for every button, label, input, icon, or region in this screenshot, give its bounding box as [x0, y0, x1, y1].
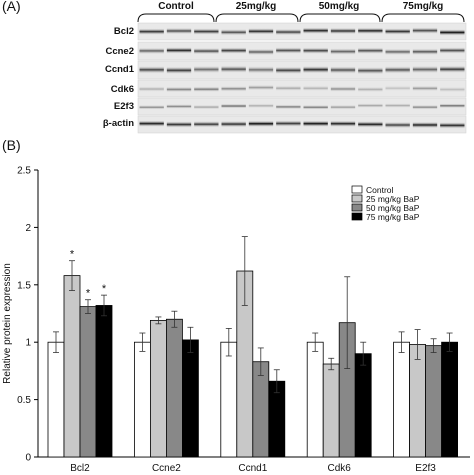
- blot-row-label-e2f3: E2f3: [113, 101, 134, 112]
- group-label-control: Control: [158, 1, 194, 12]
- legend-swatch: [351, 194, 363, 203]
- y-tick-label: 2.5: [17, 166, 31, 177]
- significance-star: *: [102, 283, 107, 295]
- blot-row-label-bcl2: Bcl2: [113, 26, 134, 37]
- bar: [306, 341, 324, 458]
- x-tick-label: E2f3: [415, 463, 436, 474]
- y-tick-label: 0.5: [17, 395, 31, 406]
- legend-swatch: [351, 185, 363, 194]
- legend-label: 50 mg/kg BaP: [366, 203, 420, 213]
- blot-row-label-ccnd1: Ccnd1: [104, 64, 134, 75]
- bar: [425, 345, 443, 458]
- legend-label: 25 mg/kg BaP: [366, 194, 420, 204]
- group-label-75: 75mg/kg: [402, 1, 444, 12]
- bar: [181, 339, 199, 458]
- bar: [165, 318, 183, 458]
- group-label-25: 25mg/kg: [235, 1, 277, 12]
- legend-swatch: [351, 203, 363, 212]
- bar: [252, 361, 270, 458]
- significance-star: *: [86, 288, 91, 300]
- x-tick-label: Cdk6: [328, 463, 352, 474]
- legend-label: Control: [366, 185, 394, 195]
- bar: [47, 341, 65, 458]
- bar: [79, 306, 97, 458]
- bar: [220, 341, 238, 458]
- y-tick-label: 1: [25, 338, 31, 349]
- blot-row-label-actin: β-actin: [102, 118, 134, 129]
- y-tick-label: 1.5: [17, 280, 31, 291]
- western-blot-panel: (A) Control 25mg/kg 50mg/kg 75mg/kg Bcl2…: [0, 0, 474, 140]
- bar: [322, 363, 340, 458]
- bar: [393, 341, 411, 458]
- x-tick-label: Ccne2: [152, 463, 181, 474]
- y-tick-label: 2: [25, 223, 31, 234]
- blot-row-label-cdk6: Cdk6: [110, 84, 134, 95]
- panel-b-label: (B): [2, 137, 21, 153]
- bar: [354, 353, 372, 458]
- bar: [441, 341, 459, 458]
- bar: [63, 275, 81, 458]
- y-tick-label: 0: [25, 453, 31, 464]
- legend-label: 75 mg/kg BaP: [366, 212, 420, 222]
- x-tick-label: Ccnd1: [238, 463, 267, 474]
- bar: [133, 341, 151, 458]
- group-braces: [137, 13, 465, 23]
- blot-row-label-ccne2: Ccne2: [105, 46, 134, 57]
- blot-image: [137, 22, 467, 134]
- panel-a-label: (A): [2, 0, 21, 14]
- y-axis-label: Relative protein expression: [2, 263, 13, 384]
- legend-swatch: [351, 212, 363, 221]
- bar: [95, 305, 113, 458]
- group-label-50: 50mg/kg: [318, 1, 360, 12]
- bar: [409, 344, 427, 458]
- significance-star: *: [70, 249, 75, 261]
- x-tick-label: Bcl2: [70, 463, 90, 474]
- bar: [149, 319, 167, 458]
